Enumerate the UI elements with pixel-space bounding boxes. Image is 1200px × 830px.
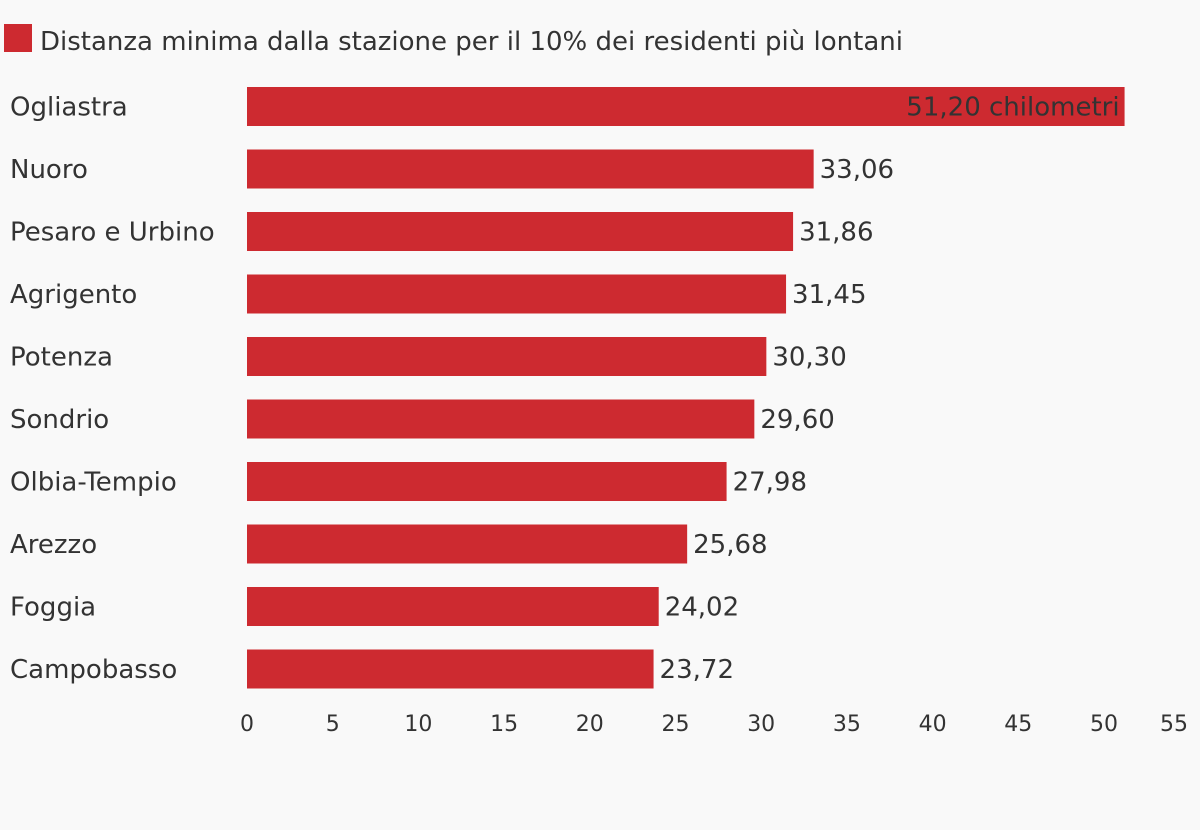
legend: Distanza minima dalla stazione per il 10…	[4, 24, 903, 57]
x-tick-label: 40	[919, 712, 947, 737]
data-label: 29,60	[760, 405, 834, 435]
bar	[247, 524, 688, 564]
x-tick-label: 25	[662, 712, 690, 737]
x-tick-label: 35	[833, 712, 861, 737]
data-label: 27,98	[733, 468, 807, 498]
x-tick-label: 50	[1090, 712, 1118, 737]
category-label: Campobasso	[10, 655, 177, 685]
bar	[247, 337, 767, 376]
bar	[247, 274, 787, 314]
legend-swatch	[4, 24, 32, 52]
x-tick-label: 15	[490, 712, 518, 737]
bar	[247, 462, 727, 501]
data-label: 25,68	[693, 530, 767, 560]
bars	[247, 87, 1125, 689]
x-tick-label: 20	[576, 712, 604, 737]
x-tick-label: 55	[1160, 712, 1188, 737]
x-axis: 0 5 10 15 20 25 30 35 40 45 50 55	[240, 712, 1188, 737]
x-tick-label: 10	[404, 712, 432, 737]
data-label: 33,06	[820, 155, 894, 185]
bar	[247, 399, 755, 439]
data-label: 31,86	[799, 218, 873, 248]
data-label: 23,72	[660, 655, 734, 685]
category-label: Pesaro e Urbino	[10, 218, 215, 248]
bar	[247, 649, 654, 689]
category-label: Olbia-Tempio	[10, 468, 177, 498]
data-label: 24,02	[665, 593, 739, 623]
data-labels: 51,20 chilometri 33,06 31,86 31,45 30,30 29,6…	[660, 93, 1120, 686]
category-label: Arezzo	[10, 530, 97, 560]
category-label: Agrigento	[10, 280, 137, 310]
category-label: Sondrio	[10, 405, 109, 435]
x-tick-label: 45	[1004, 712, 1032, 737]
category-label: Nuoro	[10, 155, 88, 185]
category-label: Ogliastra	[10, 93, 128, 123]
bar	[247, 212, 794, 251]
data-label: 30,30	[772, 343, 846, 373]
bar	[247, 149, 814, 189]
data-label: 51,20 chilometri	[906, 93, 1119, 123]
x-tick-label: 5	[326, 712, 340, 737]
x-tick-label: 0	[240, 712, 254, 737]
category-label: Potenza	[10, 343, 113, 373]
bar	[247, 587, 659, 626]
bar	[247, 87, 1125, 126]
category-label: Foggia	[10, 593, 96, 623]
category-labels: Ogliastra Nuoro Pesaro e Urbino Agrigento Po…	[10, 93, 215, 686]
data-label: 31,45	[792, 280, 866, 310]
x-tick-label: 30	[747, 712, 775, 737]
legend-label: Distanza minima dalla stazione per il 10…	[40, 27, 903, 57]
